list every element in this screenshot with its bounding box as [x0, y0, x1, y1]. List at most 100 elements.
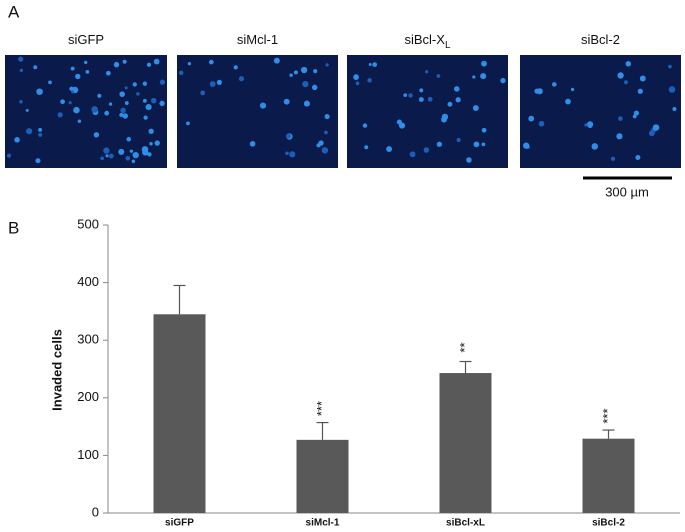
cell-dot [368, 62, 372, 66]
cell-dot [362, 123, 368, 128]
cell-dot [466, 157, 472, 163]
cell-dot [481, 60, 487, 67]
cell-dot [480, 73, 487, 80]
y-tick-label: 500 [77, 216, 99, 231]
cell-dot [148, 128, 154, 134]
cell-dot [472, 75, 476, 79]
cell-dot [586, 121, 594, 128]
cell-dot [672, 107, 677, 112]
cell-dot [75, 73, 81, 80]
cell-dot [154, 140, 160, 146]
cell-dot [132, 82, 137, 87]
cell-dot [321, 147, 329, 154]
cell-dot [633, 110, 640, 116]
cell-dot [18, 56, 24, 62]
cell-dot [38, 132, 43, 137]
cell-dot [565, 98, 571, 105]
cell-dot [610, 156, 616, 161]
cell-dot [303, 100, 310, 107]
cell-dot [145, 104, 152, 111]
y-tick-label: 0 [92, 504, 99, 519]
image-label: siMcl-1 [237, 32, 278, 47]
panel-label: B [8, 218, 19, 237]
cell-dot [200, 90, 206, 96]
cell-dot [283, 98, 290, 105]
cell-dot [108, 102, 113, 106]
cell-dot [618, 116, 623, 121]
cell-dot [238, 76, 245, 82]
cell-dot [259, 102, 267, 109]
cell-dot [455, 97, 461, 103]
y-tick-label: 200 [77, 389, 99, 404]
cell-dot [77, 119, 82, 124]
micrograph [520, 55, 681, 168]
cell-dot [113, 61, 120, 68]
cell-dot [71, 90, 75, 94]
cell-dot [523, 142, 530, 149]
y-tick-label: 300 [77, 332, 99, 347]
cell-dot [150, 97, 157, 104]
cell-dot [425, 70, 429, 74]
cell-dot [355, 81, 360, 86]
cell-dot [187, 61, 192, 66]
x-tick-label: siGFP [165, 518, 194, 529]
cell-dot [93, 132, 100, 138]
image-label: siBcl-2 [581, 32, 620, 47]
cell-dot [73, 106, 80, 114]
cell-dot [372, 62, 378, 67]
cell-dot [209, 81, 216, 87]
cell-dot [591, 143, 599, 150]
cell-dot [285, 151, 289, 156]
cell-dot [105, 70, 111, 76]
cell-dot [625, 61, 632, 67]
x-tick-label: siBcl-xL [446, 518, 485, 529]
cell-dot [652, 124, 660, 131]
cell-dot [316, 143, 321, 148]
cell-dot [456, 137, 461, 143]
cell-dot [273, 57, 280, 64]
panel-label: A [8, 2, 20, 21]
cell-dot [122, 113, 129, 119]
cell-dot [617, 72, 624, 79]
cell-dot [436, 74, 441, 78]
cell-dot [408, 93, 413, 98]
cell-dot [68, 101, 72, 105]
cell-dot [668, 64, 672, 69]
cell-dot [249, 141, 256, 147]
cell-dot [147, 152, 152, 157]
cell-dot [409, 151, 416, 158]
cell-dot [481, 127, 487, 133]
bar [439, 373, 492, 513]
cell-dot [97, 93, 102, 98]
cell-dot [473, 141, 480, 148]
x-tick-label: siBcl-2 [592, 518, 625, 529]
cell-dot [313, 69, 318, 74]
cell-dot [208, 59, 214, 65]
cell-dot [35, 158, 41, 164]
cell-dot [364, 145, 369, 150]
cell-dot [108, 153, 114, 159]
cell-dot [159, 79, 166, 85]
cell-dot [668, 86, 676, 93]
y-axis-label: Invaded cells [49, 329, 64, 411]
x-tick-label: siMcl-1 [306, 518, 340, 529]
cell-dot [19, 68, 24, 73]
cell-dot [500, 77, 506, 84]
cell-dot [293, 70, 299, 75]
cell-dot [84, 60, 88, 65]
cell-dot [570, 87, 575, 92]
cell-dot [159, 100, 165, 107]
cell-dot [124, 101, 129, 106]
image-label: siGFP [68, 32, 104, 47]
cell-dot [441, 116, 447, 123]
cell-dot [100, 156, 105, 161]
cell-dot [103, 147, 110, 154]
cell-dot [122, 59, 127, 64]
cell-dot [289, 73, 293, 77]
cell-dot [91, 106, 98, 113]
cell-dot [129, 149, 134, 153]
significance: ** [457, 342, 472, 352]
cell-dot [186, 121, 190, 126]
cell-dot [149, 142, 153, 146]
